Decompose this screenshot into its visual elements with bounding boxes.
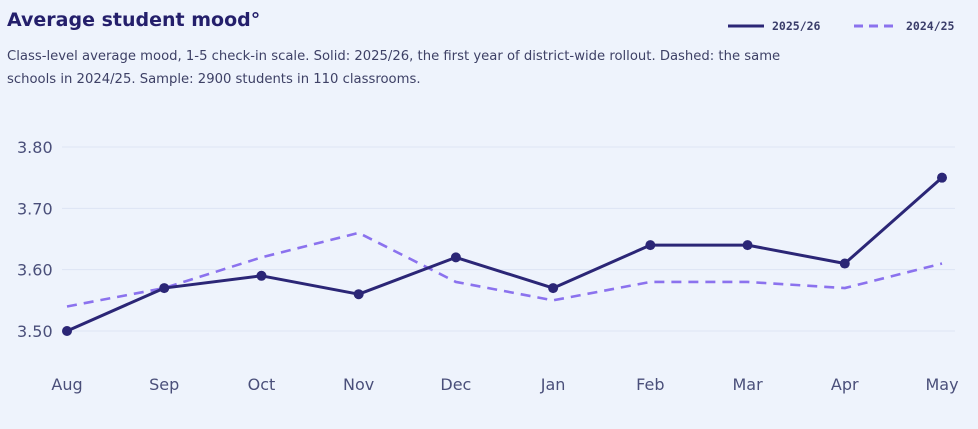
legend-solid-line-icon bbox=[728, 24, 764, 28]
data-point bbox=[645, 240, 656, 251]
data-point bbox=[450, 252, 461, 263]
series-line-2025-26 bbox=[66, 176, 943, 333]
data-point bbox=[256, 270, 267, 281]
x-tick-label: Mar bbox=[732, 375, 763, 394]
series-line-2024-25 bbox=[66, 231, 943, 308]
x-tick-label: Sep bbox=[149, 375, 179, 394]
x-tick-label: May bbox=[925, 375, 958, 394]
chart-subtitle: Class-level average mood, 1-5 check-in s… bbox=[7, 49, 781, 87]
y-tick-label: 3.70 bbox=[17, 199, 53, 218]
data-point bbox=[62, 326, 72, 336]
legend-item-2024-25: 2024/25 bbox=[854, 17, 954, 35]
x-tick-label: Aug bbox=[51, 375, 82, 394]
data-point bbox=[839, 258, 850, 269]
legend-label-2025-26: 2025/26 bbox=[772, 19, 821, 33]
legend-label-2024-25: 2024/25 bbox=[906, 19, 955, 33]
data-point bbox=[937, 172, 947, 183]
x-tick-label: Feb bbox=[636, 375, 664, 394]
data-point bbox=[159, 283, 170, 294]
x-tick-label: Jan bbox=[540, 375, 566, 394]
y-tick-label: 3.60 bbox=[17, 261, 53, 280]
data-point bbox=[548, 283, 559, 294]
chart-title: Average student mood° bbox=[7, 9, 261, 31]
y-tick-label: 3.50 bbox=[17, 322, 53, 341]
y-tick-label: 3.80 bbox=[17, 138, 53, 157]
x-tick-label: Oct bbox=[248, 375, 276, 394]
x-tick-label: Nov bbox=[343, 375, 374, 394]
data-point bbox=[742, 240, 753, 251]
x-tick-label: Dec bbox=[440, 375, 471, 394]
x-tick-label: Apr bbox=[831, 375, 859, 394]
data-point bbox=[353, 289, 364, 300]
legend-dashed-line-icon bbox=[854, 24, 898, 28]
legend-item-2025-26: 2025/26 bbox=[728, 17, 820, 35]
